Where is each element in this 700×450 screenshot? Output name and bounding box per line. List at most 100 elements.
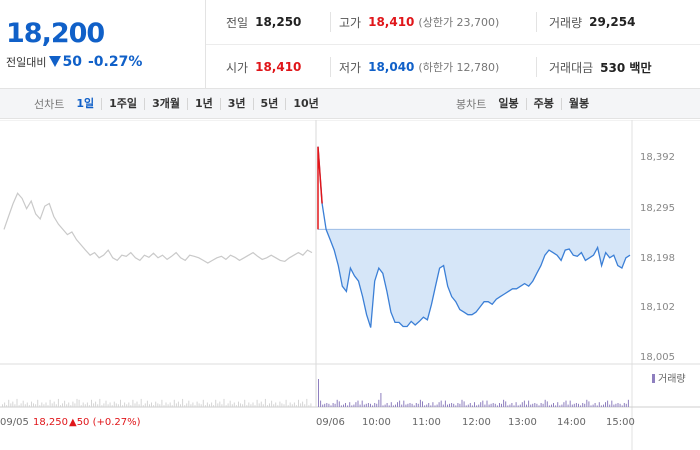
volume-bar [365,403,367,407]
volume-bar [463,401,465,407]
volume-bar [411,403,413,407]
volume-bar [388,405,390,407]
change-percent: -0.27% [87,54,143,70]
candle-weekly[interactable]: 주봉 [525,98,561,110]
volume-bar [24,404,26,407]
volume-bar [611,400,613,407]
volume-bar [273,404,275,407]
period-1w[interactable]: 1주일 [101,98,144,110]
y-axis-ticks: 18,392 18,295 18,198 18,102 18,005 [640,152,675,363]
volume-bar [384,404,386,407]
volume-bar [619,403,621,407]
period-10y[interactable]: 10년 [285,98,325,110]
volume-bar [4,402,6,407]
line-chart-label: 선차트 [34,98,65,111]
volume-bar [488,404,490,407]
volume-bar [159,404,161,407]
volume-bar [47,405,49,407]
volume-bar [277,405,279,407]
below-prev-close-fill [318,229,630,328]
volume-bar [151,402,152,407]
prev-day-line [3,192,313,264]
period-3y[interactable]: 3년 [219,98,253,110]
volume-bar [590,405,592,407]
volume-bar [271,400,273,407]
volume-bar [250,404,252,407]
volume-bar [80,405,82,407]
volume-bar [553,403,554,407]
volume-bar [37,399,39,407]
volume-bar [334,403,336,407]
volume-bar [16,398,18,407]
volume-bar [76,398,78,407]
volume-bar [33,403,34,407]
volume-bar [351,405,353,407]
period-3m[interactable]: 3개월 [144,98,187,110]
volume-bar [625,403,627,407]
price-chart[interactable]: 18,392 18,295 18,198 18,102 18,005 거래량 0… [0,119,700,450]
period-1y[interactable]: 1년 [186,98,220,110]
volume-bar [453,403,455,407]
volume-bar [209,404,210,407]
x-tick-label: 12:00 [462,417,491,428]
volume-bar [165,402,167,407]
volume-bar [530,404,532,407]
volume-bar [474,402,475,407]
volume-bar [12,401,14,407]
volume-bar [511,403,513,407]
volume-bar [225,405,227,407]
price-chart-svg: 18,392 18,295 18,198 18,102 18,005 거래량 0… [0,119,700,450]
volume-bar [482,400,484,407]
stat-label: 전일 [226,15,249,30]
volume-bar [609,404,611,407]
volume-bar [392,405,394,407]
volume-bar [146,400,148,407]
volume-bar [627,399,629,407]
volume-bar [84,404,86,407]
quote-header: 18,200 전일대비 50 -0.27% 전일 18,250 고가 18,410 … [0,0,700,89]
volume-bar [471,405,473,407]
volume-bar [467,404,469,407]
volume-bar [244,399,246,407]
volume-bar [607,400,609,407]
volume-bar [163,405,165,407]
volume-bar [596,405,598,407]
volume-bar [451,403,453,407]
volume-bar [132,399,134,407]
volume-bar [184,405,186,407]
volume-bar [440,400,442,407]
candle-monthly[interactable]: 월봉 [560,98,596,110]
volume-bar [68,402,70,407]
volume-bar [580,405,582,407]
volume-bar [430,405,432,407]
change-label: 전일대비 [6,56,47,69]
volume-bar [578,403,579,407]
stats-divider [206,44,700,45]
stat-value: 18,250 [255,15,302,29]
volume-bar [264,398,266,407]
volume-bar [455,405,457,407]
period-5y[interactable]: 5년 [252,98,286,110]
volume-bar [461,399,463,407]
volume-bar [376,403,378,407]
stat-label: 고가 [339,15,362,30]
candle-daily[interactable]: 일봉 [498,97,519,110]
volume-bar [367,403,369,407]
volume-bar [469,403,471,407]
volume-bar [318,379,319,407]
volume-bar [347,405,349,407]
volume-bar [235,405,237,407]
volume-bar [436,404,438,407]
volume-bar [173,399,175,407]
volume-bar [494,403,496,407]
volume-bar [196,401,198,407]
volume-bar [238,401,239,407]
volume-bar [267,405,268,407]
volume-bar [233,402,235,407]
stat-high: 고가 18,410 (상한가 23,700) [330,12,499,32]
volume-bar [279,401,281,407]
today-above-prev-close-line [317,146,323,230]
x-tick-label: 13:00 [508,417,537,428]
period-1d[interactable]: 1일 [76,97,95,110]
volume-bar [128,402,130,407]
